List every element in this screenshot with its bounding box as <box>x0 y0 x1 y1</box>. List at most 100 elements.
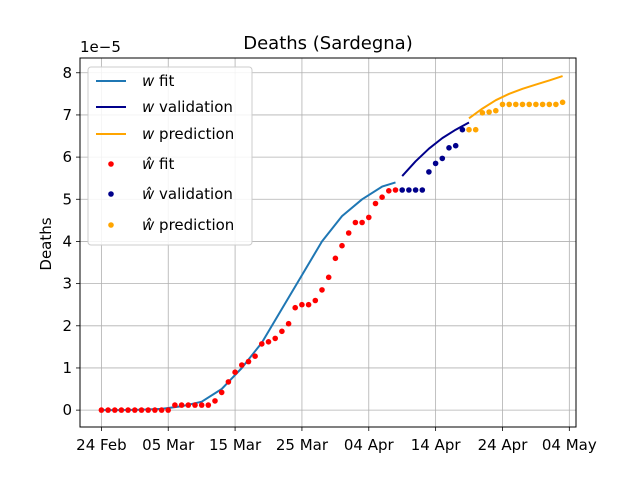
data-point <box>158 407 165 413</box>
data-point <box>232 369 238 376</box>
data-point <box>118 407 125 413</box>
y-tick-label: 0 <box>62 401 72 419</box>
data-point <box>412 187 419 193</box>
legend-w-fit-label: w fit <box>142 72 174 90</box>
data-point <box>559 99 566 106</box>
x-tick-label: 14 Apr <box>411 436 462 454</box>
data-point <box>292 304 299 311</box>
data-point <box>359 219 365 226</box>
data-point <box>225 379 232 385</box>
data-point <box>486 109 492 115</box>
x-tick-label: 24 Feb <box>76 436 126 454</box>
data-point <box>345 230 352 236</box>
data-point <box>372 200 379 207</box>
legend: w fit w validation w prediction ŵ fit ŵ … <box>87 66 253 246</box>
y-tick-label: 3 <box>62 275 72 293</box>
data-point <box>459 126 466 133</box>
x-tick-label: 05 Mar <box>142 436 195 454</box>
data-point <box>526 101 532 108</box>
x-tick-label: 04 May <box>542 436 597 454</box>
data-point <box>98 407 105 413</box>
data-point <box>245 358 252 365</box>
data-point <box>452 142 459 149</box>
data-point <box>185 402 192 408</box>
data-point <box>138 407 145 413</box>
data-point <box>366 214 372 221</box>
data-point <box>205 402 212 408</box>
grid <box>80 58 576 427</box>
data-point <box>406 187 412 193</box>
data-point <box>553 101 559 108</box>
ticks: 24 Feb 05 Mar 15 Mar 25 Mar 04 Apr 14 Apr 24 A… <box>62 64 596 454</box>
data-point <box>272 335 279 342</box>
series-line-0 <box>101 181 396 412</box>
legend-w-prediction-label: w prediction <box>142 125 234 143</box>
x-tick-label: 15 Mar <box>209 436 262 454</box>
data-point <box>513 101 519 108</box>
legend-what-fit-marker <box>108 161 114 167</box>
data-point <box>539 101 546 108</box>
y-offset-label: 1e−5 <box>80 38 121 56</box>
data-point <box>279 328 285 335</box>
data-point <box>312 297 319 304</box>
plot-frame <box>79 57 577 428</box>
x-tick-label: 25 Mar <box>276 436 329 454</box>
data-point <box>252 353 258 360</box>
data-point <box>432 160 439 167</box>
data-point <box>472 126 479 133</box>
y-tick-label: 1 <box>62 359 72 377</box>
y-tick-label: 2 <box>62 317 72 335</box>
data-point <box>352 219 359 226</box>
data-point <box>145 407 151 413</box>
data-point <box>239 362 245 368</box>
data-point <box>105 407 111 413</box>
y-tick-label: 8 <box>62 64 72 82</box>
legend-w-validation-label: w validation <box>142 98 233 116</box>
y-axis-label: Deaths <box>37 217 55 270</box>
data-point <box>332 255 339 262</box>
data-point <box>172 402 178 408</box>
y-tick-label: 7 <box>62 106 72 124</box>
data-point <box>392 187 399 193</box>
data-point <box>212 398 218 404</box>
data-point <box>125 407 131 413</box>
data-point <box>519 101 526 108</box>
data-point <box>305 301 312 308</box>
data-point <box>379 194 385 200</box>
data-point <box>132 407 138 413</box>
series-line-1 <box>401 121 470 177</box>
data-point <box>446 145 452 151</box>
data-point <box>198 402 205 408</box>
data-point <box>299 301 305 308</box>
data-point <box>152 407 158 413</box>
data-point <box>499 101 506 108</box>
data-point <box>493 107 499 114</box>
series-line-2 <box>468 75 563 120</box>
legend-w-fit-suffix: fit <box>154 72 174 90</box>
data-point <box>285 320 292 327</box>
legend-what-validation-marker <box>108 191 114 197</box>
data-point <box>506 101 512 108</box>
data-point <box>466 126 472 133</box>
y-tick-label: 4 <box>62 232 72 250</box>
series-layer <box>98 75 566 413</box>
data-point <box>325 274 332 281</box>
data-point <box>419 187 426 193</box>
legend-what-validation-label: ŵ validation <box>142 185 233 203</box>
data-point <box>218 389 225 396</box>
data-point <box>546 101 553 108</box>
data-point <box>265 339 272 345</box>
data-point <box>339 242 345 249</box>
data-point <box>259 341 265 347</box>
legend-what-fit-label: ŵ fit <box>142 155 174 173</box>
data-point <box>533 101 539 108</box>
y-tick-label: 5 <box>62 190 72 208</box>
y-tick-label: 6 <box>62 148 72 166</box>
x-tick-label: 04 Apr <box>344 436 395 454</box>
data-point <box>178 402 185 408</box>
data-point <box>165 407 171 413</box>
data-point <box>426 169 432 175</box>
data-point <box>112 407 118 413</box>
data-point <box>386 188 392 194</box>
